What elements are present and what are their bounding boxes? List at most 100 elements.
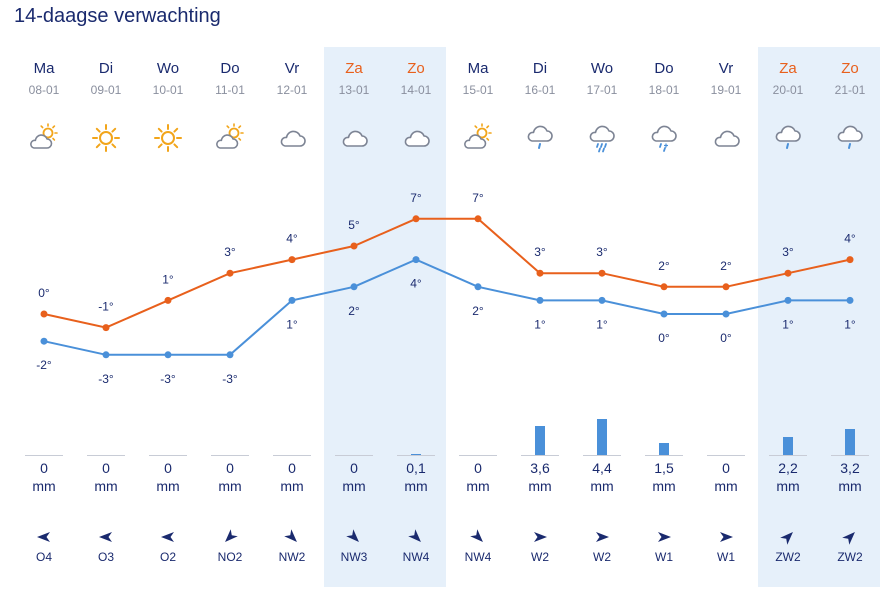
cloud-drizzle-icon: [772, 122, 804, 154]
cloud-sleet-icon: [648, 122, 680, 154]
precipitation-value: 0: [102, 460, 110, 476]
day-column: Za 13-01 0 mm NW3: [323, 0, 385, 598]
day-column: Ma 15-01 0 mm NW4: [447, 0, 509, 598]
day-name: Ma: [467, 60, 489, 77]
day-column: Do 11-01 0 mm NO2: [199, 0, 261, 598]
precipitation-unit: mm: [32, 478, 56, 494]
wind-label: NW2: [278, 550, 306, 564]
precipitation-unit: mm: [714, 478, 738, 494]
max-temperature-point: [164, 296, 172, 304]
precipitation-value: 3,2: [840, 460, 860, 476]
min-temperature-point: [40, 337, 48, 345]
min-temperature-label: 2°: [348, 304, 360, 318]
max-temperature-point: [226, 269, 234, 277]
precipitation-bar: [535, 426, 545, 455]
max-temperature-point: [40, 310, 48, 318]
wind-label: W2: [531, 550, 549, 564]
wind-label: W1: [717, 550, 735, 564]
min-temperature-point: [164, 351, 172, 359]
max-temperature-line: [43, 217, 851, 329]
precipitation-unit: mm: [466, 478, 490, 494]
day-name: Zo: [841, 60, 859, 77]
wind-arrow-icon: [36, 529, 52, 545]
min-temperature-label: -2°: [36, 358, 52, 372]
precipitation-bar: [783, 437, 793, 455]
min-temperature-point: [598, 296, 606, 304]
precipitation-unit: mm: [590, 478, 614, 494]
min-temperature-point: [474, 283, 482, 291]
max-temperature-label: 3°: [534, 245, 546, 259]
precipitation-value: 0: [350, 460, 358, 476]
day-column: Ma 08-01 0 mm O4: [13, 0, 75, 598]
min-temperature-label: 1°: [844, 317, 856, 331]
cloud-icon: [400, 122, 432, 154]
precipitation-baseline: [397, 455, 435, 456]
precipitation-bar: [845, 429, 855, 455]
cloud-icon: [710, 122, 742, 154]
precipitation-baseline: [459, 455, 497, 456]
max-temperature-label: 3°: [224, 245, 236, 259]
wind-arrow-icon: [470, 529, 486, 545]
wind-label: W2: [593, 550, 611, 564]
precipitation-unit: mm: [342, 478, 366, 494]
precipitation-unit: mm: [404, 478, 428, 494]
precipitation-value: 4,4: [592, 460, 612, 476]
precipitation-value: 0,1: [406, 460, 426, 476]
day-column: Vr 19-01 0 mm W1: [695, 0, 757, 598]
max-temperature-label: 3°: [596, 245, 608, 259]
wind-label: O4: [35, 550, 52, 564]
max-temperature-label: -1°: [98, 300, 114, 314]
day-name: Di: [98, 60, 114, 77]
day-name: Vr: [718, 60, 734, 77]
precipitation-baseline: [831, 455, 869, 456]
precipitation-unit: mm: [280, 478, 304, 494]
wind-arrow-icon: [594, 529, 610, 545]
day-date: 14-01: [400, 83, 432, 97]
precipitation-baseline: [149, 455, 187, 456]
wind-arrow-icon: [284, 529, 300, 545]
day-column: Di 16-01 3,6 mm W2: [509, 0, 571, 598]
min-temperature-line: [43, 258, 850, 356]
sun-icon: [90, 122, 122, 154]
precipitation-baseline: [707, 455, 745, 456]
max-temperature-label: 5°: [348, 218, 360, 232]
day-column: Di 09-01 0 mm O3: [75, 0, 137, 598]
precipitation-baseline: [583, 455, 621, 456]
day-date: 21-01: [834, 83, 866, 97]
precipitation-baseline: [273, 455, 311, 456]
precipitation-value: 1,5: [654, 460, 674, 476]
min-temperature-label: -3°: [222, 372, 238, 386]
max-temperature-point: [722, 283, 730, 291]
min-temperature-label: 1°: [596, 317, 608, 331]
max-temperature-label: 7°: [472, 191, 484, 205]
min-temperature-point: [226, 351, 234, 359]
max-temperature-point: [288, 256, 296, 264]
day-name: Di: [532, 60, 548, 77]
precipitation-unit: mm: [838, 478, 862, 494]
day-date: 09-01: [90, 83, 122, 97]
day-name: Do: [654, 60, 674, 77]
wind-label: NO2: [217, 550, 243, 564]
max-temperature-point: [784, 269, 792, 277]
precipitation-value: 0: [474, 460, 482, 476]
day-column: Vr 12-01 0 mm NW2: [261, 0, 323, 598]
wind-label: O2: [159, 550, 176, 564]
day-date: 12-01: [276, 83, 308, 97]
min-temperature-point: [350, 283, 358, 291]
day-name: Ma: [33, 60, 55, 77]
day-column: Zo 21-01 3,2 mm ZW2: [819, 0, 881, 598]
day-date: 15-01: [462, 83, 494, 97]
day-date: 18-01: [648, 83, 680, 97]
precipitation-baseline: [25, 455, 63, 456]
cloud-drizzle-icon: [834, 122, 866, 154]
day-name: Za: [345, 60, 363, 77]
max-temperature-point: [660, 283, 668, 291]
precipitation-unit: mm: [528, 478, 552, 494]
day-name: Do: [220, 60, 240, 77]
wind-arrow-icon: [718, 529, 734, 545]
partly-cloudy-icon: [28, 122, 60, 154]
max-temperature-label: 7°: [410, 191, 422, 205]
precipitation-unit: mm: [776, 478, 800, 494]
day-date: 19-01: [710, 83, 742, 97]
max-temperature-label: 2°: [720, 259, 732, 273]
